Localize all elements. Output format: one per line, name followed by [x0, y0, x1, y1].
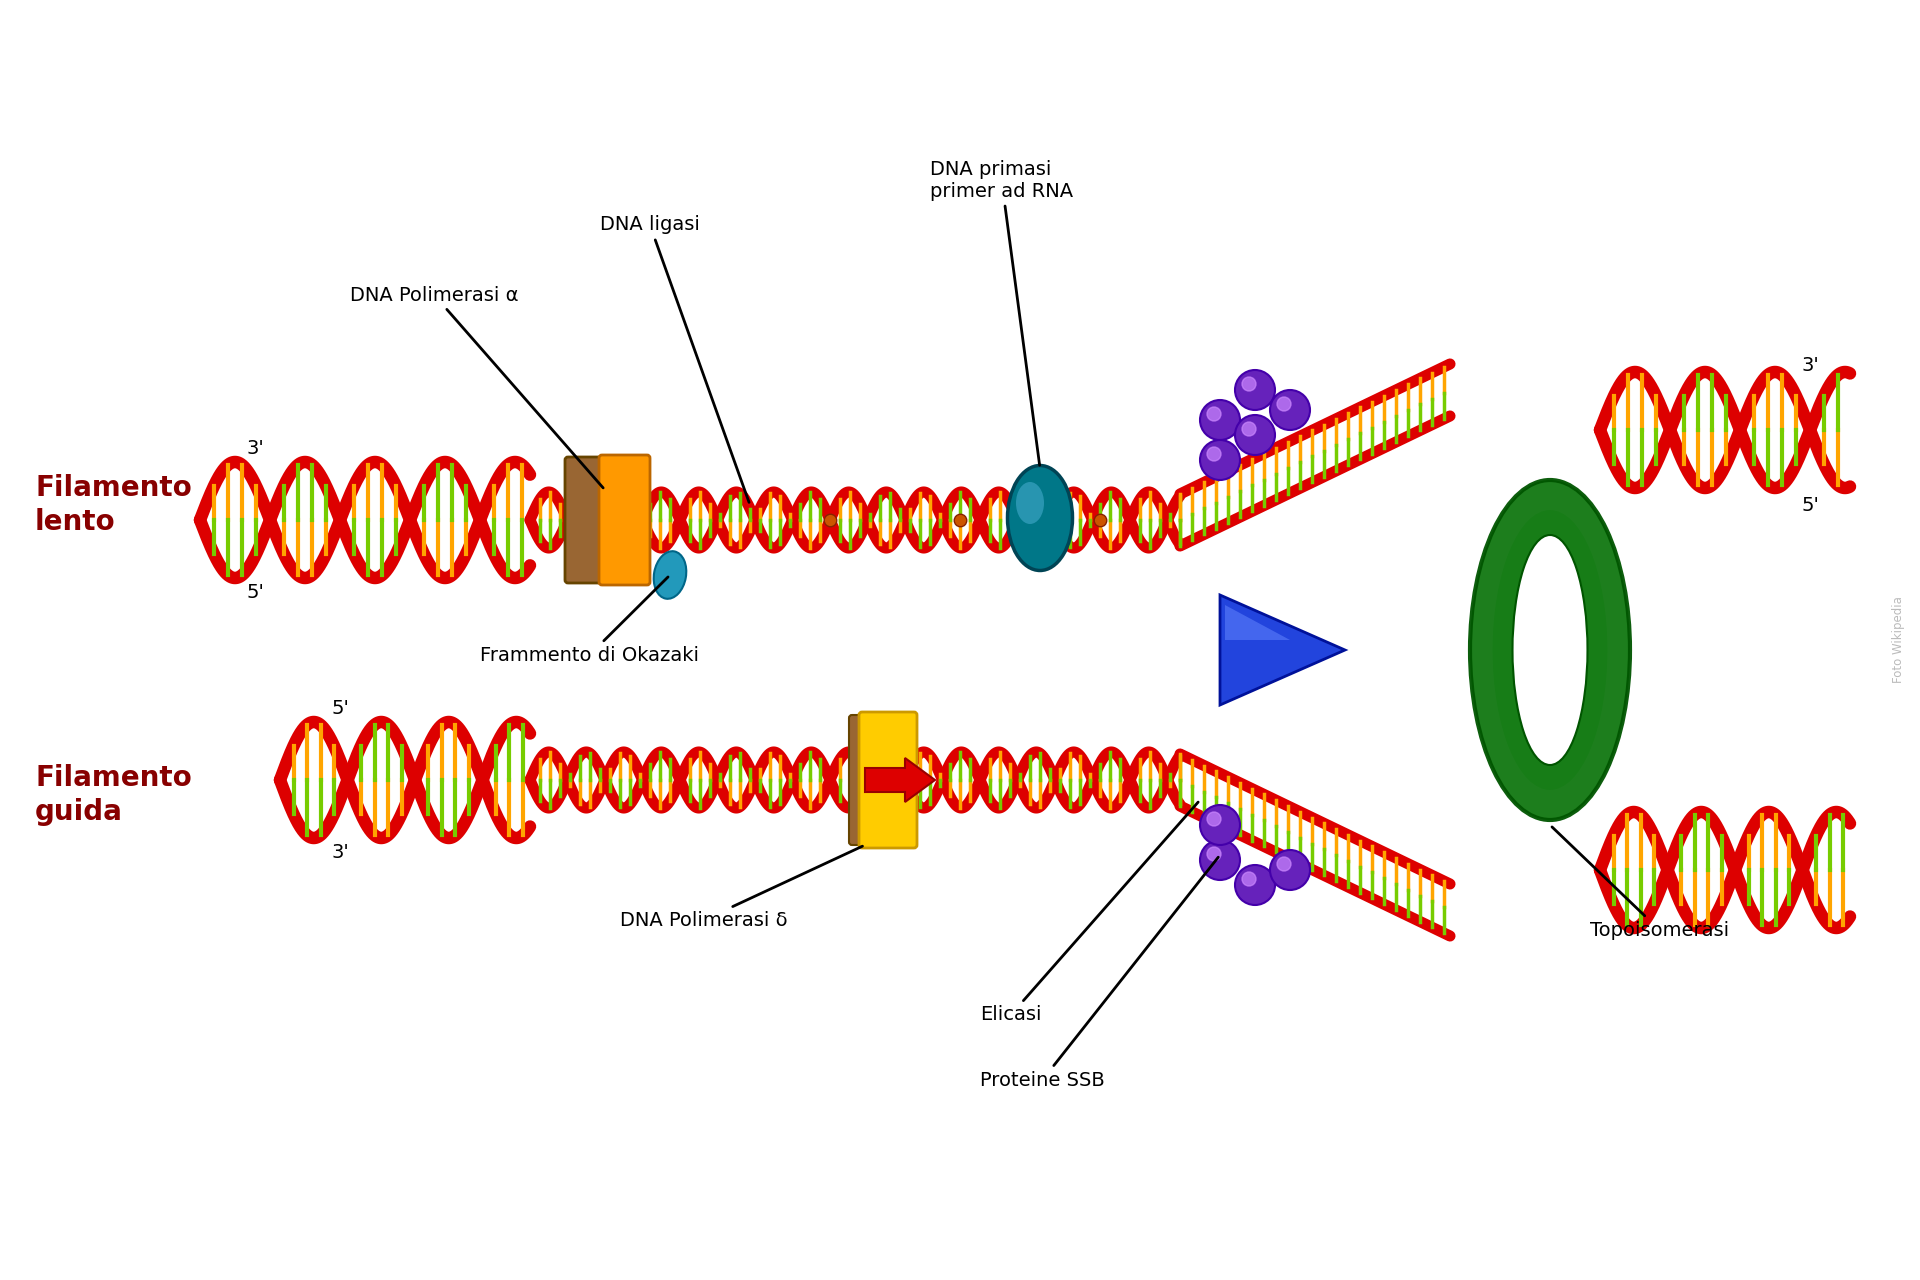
Circle shape: [1242, 422, 1256, 436]
Text: 3': 3': [330, 842, 349, 861]
Circle shape: [1208, 812, 1221, 826]
Ellipse shape: [1471, 480, 1630, 820]
Text: 3': 3': [246, 439, 263, 457]
Ellipse shape: [653, 552, 685, 599]
Circle shape: [1277, 858, 1290, 870]
Text: Proteine SSB: Proteine SSB: [979, 858, 1219, 1089]
Text: Topoisomerasi: Topoisomerasi: [1551, 827, 1730, 940]
Ellipse shape: [1008, 466, 1073, 571]
FancyBboxPatch shape: [849, 716, 891, 845]
Circle shape: [1200, 805, 1240, 845]
Text: DNA ligasi: DNA ligasi: [601, 215, 749, 502]
FancyBboxPatch shape: [599, 454, 651, 585]
Text: Filamento
guida: Filamento guida: [35, 764, 192, 827]
Text: 5': 5': [330, 699, 349, 718]
Ellipse shape: [1513, 535, 1588, 765]
Circle shape: [1208, 407, 1221, 421]
Circle shape: [1200, 399, 1240, 440]
Circle shape: [1200, 840, 1240, 881]
Circle shape: [1242, 872, 1256, 886]
Polygon shape: [1219, 595, 1346, 705]
Circle shape: [1269, 850, 1309, 890]
Text: DNA Polimerasi α: DNA Polimerasi α: [349, 285, 603, 488]
Text: DNA Polimerasi δ: DNA Polimerasi δ: [620, 846, 862, 929]
FancyBboxPatch shape: [858, 712, 918, 849]
Circle shape: [1277, 397, 1290, 411]
Circle shape: [1208, 847, 1221, 861]
Circle shape: [1200, 440, 1240, 480]
Polygon shape: [866, 758, 935, 803]
Circle shape: [1235, 415, 1275, 454]
Text: 5': 5': [246, 582, 263, 602]
Text: 3': 3': [1801, 356, 1818, 375]
Ellipse shape: [1016, 483, 1044, 524]
Circle shape: [1242, 378, 1256, 390]
Text: Filamento
lento: Filamento lento: [35, 474, 192, 536]
Text: 5': 5': [1801, 495, 1818, 515]
Polygon shape: [1225, 605, 1290, 640]
Text: DNA primasi
primer ad RNA: DNA primasi primer ad RNA: [929, 160, 1073, 465]
Circle shape: [1235, 370, 1275, 410]
Text: Elicasi: Elicasi: [979, 803, 1198, 1024]
Circle shape: [1269, 390, 1309, 430]
Ellipse shape: [1492, 509, 1607, 790]
Circle shape: [1235, 865, 1275, 905]
FancyBboxPatch shape: [564, 457, 609, 582]
Circle shape: [1208, 447, 1221, 461]
Text: Foto Wikipedia: Foto Wikipedia: [1891, 596, 1905, 684]
Text: Frammento di Okazaki: Frammento di Okazaki: [480, 577, 699, 664]
